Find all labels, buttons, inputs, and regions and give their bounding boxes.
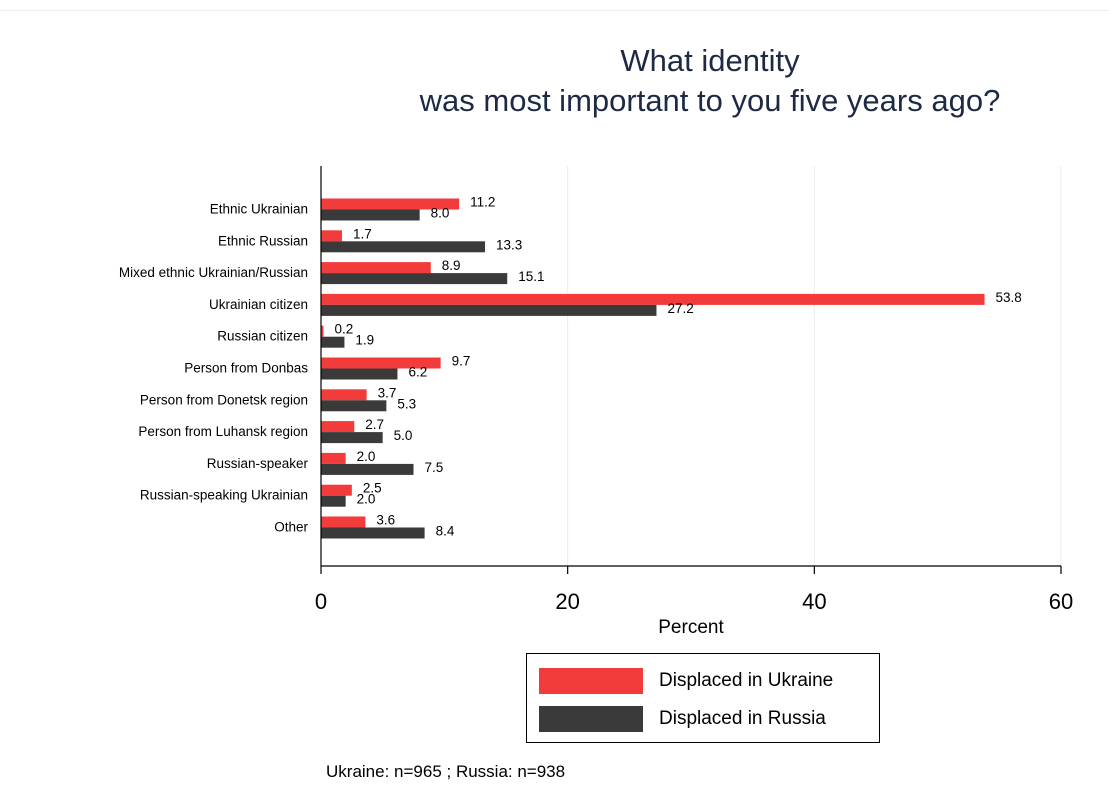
bar-russia-ethnic-russian	[321, 241, 486, 253]
category-label-ethnic-ukrainian: Ethnic Ukrainian	[210, 202, 308, 217]
bar-russia-russian-speaking-ukrainian	[321, 495, 346, 507]
bar-ukraine-ukrainian-citizen	[321, 293, 985, 305]
x-tick-label-60: 60	[1049, 589, 1073, 614]
category-label-person-from-donbas: Person from Donbas	[184, 361, 308, 376]
value-label-russia-mixed-ethnic-ukrainian-russian: 15.1	[518, 269, 544, 284]
chart-title-line-2: was most important to you five years ago…	[419, 83, 1001, 118]
value-label-russia-other: 8.4	[436, 524, 455, 539]
x-axis-title: Percent	[658, 617, 724, 638]
bar-ukraine-russian-speaker	[321, 452, 346, 464]
bar-ukraine-person-from-donbas	[321, 357, 441, 369]
bar-ukraine-person-from-luhansk-region	[321, 421, 355, 433]
category-label-russian-citizen: Russian citizen	[217, 329, 308, 344]
value-label-ukraine-ethnic-ukrainian: 11.2	[470, 195, 495, 210]
bar-russia-person-from-luhansk-region	[321, 432, 383, 444]
value-label-russia-ethnic-russian: 13.3	[496, 237, 522, 252]
value-label-russia-russian-citizen: 1.9	[355, 333, 374, 348]
top-divider	[0, 10, 1109, 11]
bar-ukraine-russian-citizen	[321, 325, 324, 337]
bar-russia-russian-speaker	[321, 463, 414, 475]
value-label-ukraine-ethnic-russian: 1.7	[353, 226, 372, 241]
bar-ukraine-ethnic-ukrainian	[321, 198, 460, 210]
value-label-russia-ukrainian-citizen: 27.2	[667, 301, 693, 316]
x-tick-label-0: 0	[315, 589, 327, 614]
value-label-russia-russian-speaking-ukrainian: 2.0	[357, 492, 376, 507]
value-label-russia-person-from-donbas: 6.2	[408, 365, 427, 380]
value-label-ukraine-russian-speaker: 2.0	[357, 449, 376, 464]
legend-label-russia: Displaced in Russia	[659, 708, 826, 729]
value-label-ukraine-mixed-ethnic-ukrainian-russian: 8.9	[442, 258, 461, 273]
value-label-russia-russian-speaker: 7.5	[425, 460, 444, 475]
value-label-ukraine-person-from-donetsk-region: 3.7	[378, 385, 397, 400]
bar-russia-russian-citizen	[321, 336, 345, 348]
legend-swatch-russia	[539, 706, 643, 732]
bar-russia-ukrainian-citizen	[321, 304, 657, 316]
x-tick-label-20: 20	[555, 589, 579, 614]
bar-russia-person-from-donetsk-region	[321, 400, 387, 412]
category-label-mixed-ethnic-ukrainian-russian: Mixed ethnic Ukrainian/Russian	[119, 265, 308, 280]
value-label-ukraine-russian-speaking-ukrainian: 2.5	[363, 481, 382, 496]
category-label-other: Other	[274, 520, 308, 535]
value-label-ukraine-other: 3.6	[376, 513, 395, 528]
bar-russia-ethnic-ukrainian	[321, 209, 420, 221]
bar-ukraine-mixed-ethnic-ukrainian-russian	[321, 262, 431, 274]
value-label-russia-person-from-luhansk-region: 5.0	[394, 428, 413, 443]
category-label-person-from-donetsk-region: Person from Donetsk region	[140, 392, 308, 407]
bar-russia-person-from-donbas	[321, 368, 398, 380]
category-label-ethnic-russian: Ethnic Russian	[218, 233, 308, 248]
legend-swatch-ukraine	[539, 668, 643, 694]
bar-ukraine-other	[321, 516, 366, 528]
legend-label-ukraine: Displaced in Ukraine	[659, 670, 834, 691]
x-tick-label-40: 40	[802, 589, 826, 614]
bar-russia-other	[321, 527, 425, 539]
chart-title-line-1: What identity	[620, 43, 800, 78]
bar-russia-mixed-ethnic-ukrainian-russian	[321, 273, 508, 285]
value-label-ukraine-person-from-luhansk-region: 2.7	[365, 417, 384, 432]
bar-ukraine-person-from-donetsk-region	[321, 389, 367, 401]
category-label-ukrainian-citizen: Ukrainian citizen	[209, 297, 308, 312]
bar-ukraine-russian-speaking-ukrainian	[321, 484, 352, 496]
category-label-russian-speaking-ukrainian: Russian-speaking Ukrainian	[140, 488, 308, 503]
value-label-russia-person-from-donetsk-region: 5.3	[397, 396, 416, 411]
category-label-person-from-luhansk-region: Person from Luhansk region	[138, 424, 308, 439]
value-label-russia-ethnic-ukrainian: 8.0	[431, 206, 450, 221]
category-label-russian-speaker: Russian-speaker	[207, 456, 309, 471]
bar-ukraine-ethnic-russian	[321, 230, 342, 242]
value-label-ukraine-ukrainian-citizen: 53.8	[996, 290, 1022, 305]
legend: Displaced in Ukraine Displaced in Russia	[526, 653, 880, 743]
value-label-ukraine-person-from-donbas: 9.7	[452, 354, 471, 369]
value-label-ukraine-russian-citizen: 0.2	[334, 322, 353, 337]
sample-size-note: Ukraine: n=965 ; Russia: n=938	[326, 762, 566, 781]
